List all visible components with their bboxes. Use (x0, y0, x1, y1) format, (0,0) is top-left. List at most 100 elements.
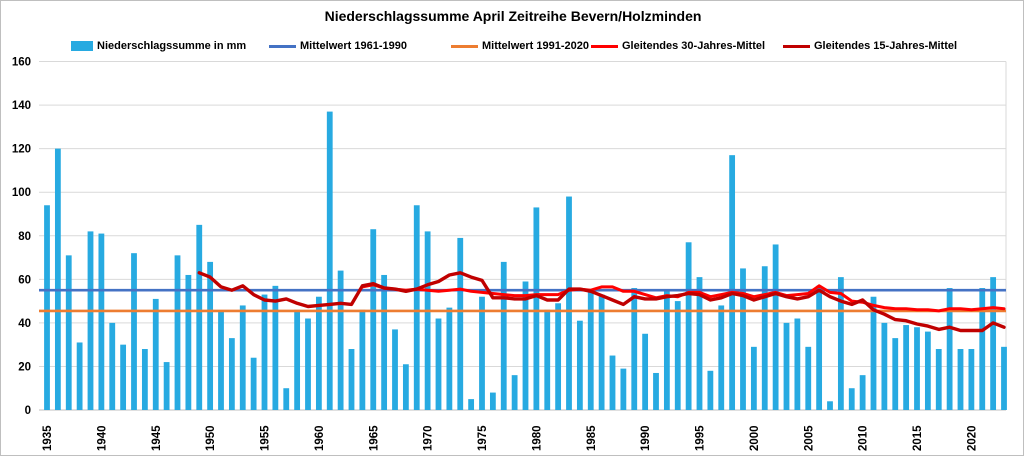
legend-label: Niederschlagssumme in mm (97, 40, 247, 52)
y-tick-label: 140 (12, 100, 31, 112)
y-tick-label: 60 (18, 274, 31, 286)
red-line-icon (591, 44, 618, 48)
precip-bar (772, 244, 779, 410)
precip-bar (489, 392, 496, 410)
precip-bar (381, 274, 388, 410)
precip-bar (283, 388, 290, 410)
precip-bar (272, 285, 279, 410)
precip-bar (957, 349, 964, 410)
legend-label: Mittelwert 1961-1990 (300, 40, 407, 52)
precip-bar (315, 296, 322, 410)
y-tick-label: 120 (12, 144, 31, 156)
precip-bar (218, 311, 224, 410)
precip-bar (65, 255, 72, 410)
x-tick-label: 1975 (477, 425, 489, 451)
precip-bar (446, 307, 453, 410)
precip-bar (685, 242, 692, 410)
y-tick-label: 20 (18, 361, 31, 373)
x-tick-label: 2000 (749, 425, 761, 451)
y-tick-label: 0 (25, 405, 31, 417)
precip-bar (729, 155, 736, 410)
gridlines (39, 61, 1006, 411)
orange-line-icon (451, 44, 478, 48)
x-tick-label: 2020 (966, 425, 978, 451)
precip-bar (750, 346, 757, 410)
precip-bar (468, 399, 475, 410)
precip-bar (500, 261, 507, 410)
precip-bar (761, 266, 768, 410)
blue-line-icon (269, 44, 296, 48)
precip-bar (131, 253, 137, 410)
precip-bar (696, 277, 703, 410)
precip-bar (163, 362, 170, 410)
x-tick-label: 1950 (205, 425, 217, 451)
precip-bar (392, 329, 398, 410)
precip-bar (903, 325, 910, 410)
legend-label: Mittelwert 1991-2020 (482, 40, 589, 52)
precip-bar (152, 298, 159, 410)
precip-bar (402, 364, 409, 410)
x-tick-label: 2015 (912, 425, 924, 451)
precip-bar (109, 322, 116, 410)
precip-bar (870, 296, 877, 410)
x-tick-label: 1990 (640, 425, 652, 451)
precip-bar (544, 309, 551, 410)
x-tick-label: 1935 (42, 425, 54, 451)
x-tick-label: 1995 (695, 425, 707, 451)
precip-bar (859, 375, 866, 410)
precip-bar (827, 401, 833, 410)
x-tick-label: 1965 (368, 425, 380, 451)
chart-title: Niederschlagssumme April Zeitreihe Bever… (324, 8, 702, 24)
y-tick-label: 100 (12, 187, 31, 199)
legend-label: Gleitendes 30-Jahres-Mittel (622, 40, 766, 52)
x-tick-label: 1940 (96, 425, 108, 451)
precip-bar (794, 318, 801, 410)
precip-bar (653, 372, 659, 410)
precip-bar (609, 355, 616, 410)
precip-bar (946, 288, 953, 410)
dark-red-line-icon (783, 44, 810, 48)
precip-bar (522, 281, 529, 410)
precip-bar (479, 296, 485, 410)
legend-item-mittelwert-1961-1990: Mittelwert 1961-1990 (269, 38, 407, 54)
legend-item-niederschlagssumme: Niederschlagssumme in mm (71, 38, 246, 54)
y-tick-label: 80 (18, 231, 31, 243)
precip-bar (424, 231, 431, 410)
precip-bar (663, 290, 670, 410)
precip-bar (44, 205, 50, 410)
precip-bar (990, 277, 997, 410)
precip-bar (435, 318, 442, 410)
legend-item-gleitendes-15-jahres-mittel: Gleitendes 15-Jahres-Mittel (783, 38, 957, 54)
x-tick-label: 1970 (423, 425, 435, 451)
x-tick-label: 1980 (531, 425, 543, 451)
x-tick-label: 1945 (151, 425, 163, 451)
precip-bar (979, 288, 986, 410)
precip-bar (892, 338, 899, 410)
legend-item-mittelwert-1991-2020: Mittelwert 1991-2020 (451, 38, 589, 54)
precip-bar (54, 148, 61, 410)
precip-bar (207, 261, 214, 410)
precip-bar (228, 338, 235, 410)
precip-bar (848, 388, 855, 410)
precip-bar (174, 255, 181, 410)
precip-bar (674, 301, 681, 410)
precip-bar (457, 237, 464, 410)
precip-bar (924, 331, 931, 410)
y-tick-label: 40 (18, 318, 31, 330)
precip-bar (326, 111, 333, 411)
precip-bar (837, 277, 844, 410)
legend-item-gleitendes-30-jahres-mittel: Gleitendes 30-Jahres-Mittel (591, 38, 765, 54)
precip-bar (566, 196, 572, 410)
x-tick-label: 1955 (260, 425, 272, 451)
precip-bar (370, 229, 377, 410)
precip-bar (87, 231, 94, 410)
precip-bar (631, 288, 638, 410)
precip-bar (914, 327, 920, 410)
precip-bar (185, 274, 192, 410)
legend-label: Gleitendes 15-Jahres-Mittel (814, 40, 958, 52)
moving-average-line (197, 271, 1006, 333)
precip-bar (783, 322, 790, 410)
x-tick-label: 2005 (803, 425, 815, 451)
